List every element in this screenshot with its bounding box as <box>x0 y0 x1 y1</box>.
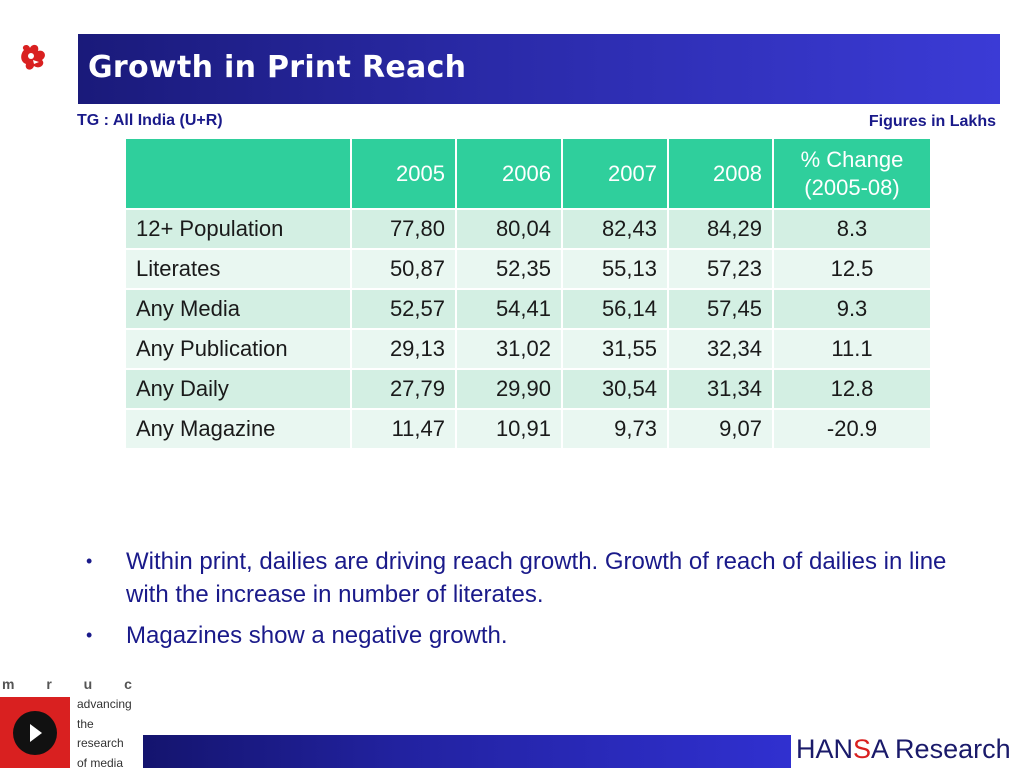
cell-value: 31,34 <box>668 369 773 409</box>
table-row: Literates 50,87 52,35 55,13 57,23 12.5 <box>125 249 931 289</box>
tagline-line: research <box>77 734 147 754</box>
cell-value: 11,47 <box>351 409 456 449</box>
bullet-text: Within print, dailies are driving reach … <box>126 548 946 608</box>
mruc-tagline: advancing the research of media <box>77 695 147 773</box>
cell-pct-change: 9.3 <box>773 289 931 329</box>
cell-pct-change: -20.9 <box>773 409 931 449</box>
print-reach-table: 2005 2006 2007 2008 % Change (2005-08) 1… <box>124 137 932 450</box>
footer-bar <box>143 735 791 768</box>
cell-value: 27,79 <box>351 369 456 409</box>
cell-value: 80,04 <box>456 209 562 249</box>
hansa-research-logo: HANSA Research <box>796 734 1011 765</box>
header-cell-2007: 2007 <box>562 138 668 209</box>
hansa-s-letter: S <box>853 734 871 764</box>
bullet-dot-icon: • <box>86 545 92 578</box>
header-cell-2006: 2006 <box>456 138 562 209</box>
tagline-line: of media <box>77 754 147 773</box>
target-group-label: TG : All India (U+R) <box>77 112 223 130</box>
cell-value: 9,07 <box>668 409 773 449</box>
red-bird-logo-icon <box>18 40 50 74</box>
bullet-item: • Magazines show a negative growth. <box>86 619 966 652</box>
table-row: Any Daily 27,79 29,90 30,54 31,34 12.8 <box>125 369 931 409</box>
table-row: Any Publication 29,13 31,02 31,55 32,34 … <box>125 329 931 369</box>
cell-value: 55,13 <box>562 249 668 289</box>
cell-value: 9,73 <box>562 409 668 449</box>
figures-unit-note: Figures in Lakhs <box>869 113 996 131</box>
cell-value: 52,57 <box>351 289 456 329</box>
cell-value: 57,45 <box>668 289 773 329</box>
cell-value: 29,13 <box>351 329 456 369</box>
bullet-dot-icon: • <box>86 619 92 652</box>
row-label: Any Media <box>125 289 351 329</box>
table-row: Any Media 52,57 54,41 56,14 57,45 9.3 <box>125 289 931 329</box>
cell-value: 57,23 <box>668 249 773 289</box>
table-row: Any Magazine 11,47 10,91 9,73 9,07 -20.9 <box>125 409 931 449</box>
header-cell-label <box>125 138 351 209</box>
table-row: 12+ Population 77,80 80,04 82,43 84,29 8… <box>125 209 931 249</box>
slide-title: Growth in Print Reach <box>88 50 466 85</box>
tagline-line: the <box>77 715 147 735</box>
cell-pct-change: 8.3 <box>773 209 931 249</box>
mruc-wordmark: m r u c <box>2 676 146 692</box>
cell-pct-change: 12.8 <box>773 369 931 409</box>
hansa-suffix: A Research <box>871 734 1011 764</box>
cell-value: 77,80 <box>351 209 456 249</box>
row-label: Literates <box>125 249 351 289</box>
cell-pct-change: 11.1 <box>773 329 931 369</box>
mruc-logo <box>0 697 70 768</box>
cell-value: 31,55 <box>562 329 668 369</box>
row-label: Any Publication <box>125 329 351 369</box>
header-cell-2008: 2008 <box>668 138 773 209</box>
insight-bullets: • Within print, dailies are driving reach… <box>86 545 966 660</box>
row-label: 12+ Population <box>125 209 351 249</box>
cell-value: 29,90 <box>456 369 562 409</box>
cell-value: 32,34 <box>668 329 773 369</box>
hansa-prefix: HAN <box>796 734 853 764</box>
play-button-icon <box>30 724 42 742</box>
bullet-item: • Within print, dailies are driving reach… <box>86 545 966 611</box>
cell-value: 52,35 <box>456 249 562 289</box>
cell-pct-change: 12.5 <box>773 249 931 289</box>
cell-value: 84,29 <box>668 209 773 249</box>
tagline-line: advancing <box>77 695 147 715</box>
header-cell-pct-change: % Change (2005-08) <box>773 138 931 209</box>
cell-value: 82,43 <box>562 209 668 249</box>
header-cell-2005: 2005 <box>351 138 456 209</box>
bullet-text: Magazines show a negative growth. <box>126 622 508 649</box>
row-label: Any Magazine <box>125 409 351 449</box>
cell-value: 54,41 <box>456 289 562 329</box>
cell-value: 10,91 <box>456 409 562 449</box>
cell-value: 50,87 <box>351 249 456 289</box>
title-bar: Growth in Print Reach <box>78 34 1000 104</box>
row-label: Any Daily <box>125 369 351 409</box>
cell-value: 31,02 <box>456 329 562 369</box>
table-header-row: 2005 2006 2007 2008 % Change (2005-08) <box>125 138 931 209</box>
cell-value: 30,54 <box>562 369 668 409</box>
cell-value: 56,14 <box>562 289 668 329</box>
